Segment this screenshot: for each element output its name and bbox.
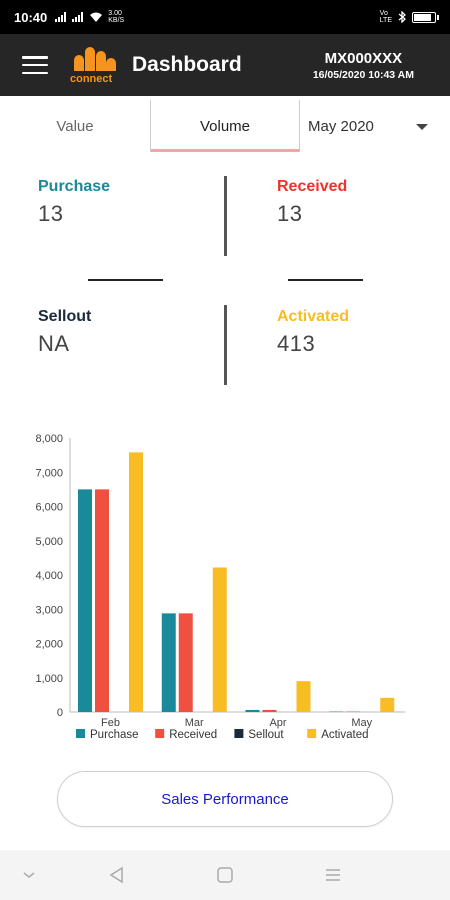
tab-volume-label: Volume — [199, 117, 251, 135]
stat-sellout-label: Sellout — [38, 308, 92, 325]
stat-received: Received 13 — [277, 178, 347, 227]
legend-label-purchase: Purchase — [90, 729, 139, 741]
connect-logo: connect — [70, 41, 120, 89]
y-tick-label: 3,000 — [35, 604, 63, 616]
bar-purchase-feb — [78, 489, 92, 712]
y-tick-label: 6,000 — [35, 502, 63, 514]
dropdown-arrow-icon — [416, 124, 428, 130]
stat-activated: Activated 413 — [277, 308, 349, 357]
app-header: connect Dashboard MX000XXX 16/05/2020 10… — [0, 34, 450, 96]
mode-tabs: Value Volume May 2020 — [0, 100, 450, 152]
x-tick-label: Feb — [101, 717, 120, 729]
stat-received-label: Received — [277, 178, 348, 195]
bar-purchase-mar — [161, 613, 176, 712]
back-triangle-icon[interactable] — [92, 850, 142, 900]
status-time: 10:40 — [14, 9, 48, 25]
legend-swatch-sellout — [234, 729, 244, 738]
bar-received-apr — [262, 709, 277, 712]
bar-received-feb — [95, 489, 109, 712]
stat-activated-label: Activated — [277, 308, 350, 325]
stats-divider-horizontal-right — [288, 279, 363, 281]
bar-activated-may — [380, 697, 395, 712]
y-tick-label: 4,000 — [35, 570, 63, 582]
legend-label-received: Received — [169, 729, 217, 741]
tab-volume[interactable]: Volume — [150, 100, 300, 152]
battery-icon — [412, 11, 439, 23]
y-tick-label: 0 — [57, 707, 63, 719]
legend-swatch-purchase — [76, 729, 85, 738]
volte-indicator: Vo LTE — [379, 10, 392, 24]
active-tab-indicator — [151, 149, 299, 152]
bar-activated-apr — [296, 681, 311, 712]
bluetooth-icon — [398, 11, 406, 23]
stat-sellout: Sellout NA — [38, 308, 91, 357]
stats-divider-vertical-top — [224, 176, 227, 256]
status-left-icons: 3.00 KB/S — [55, 10, 124, 24]
bar-received-mar — [178, 613, 193, 712]
last-updated-datetime: 16/05/2020 10:43 AM — [312, 68, 414, 81]
chart-svg: 0 1,000 2,000 3,000 4,000 5,000 6,000 7,000 8,00… — [35, 433, 405, 741]
volume-bar-chart: 0 1,000 2,000 3,000 4,000 5,000 6,000 7,000 8,00… — [0, 420, 450, 750]
status-right-icons: Vo LTE — [379, 10, 439, 24]
bar-activated-feb — [129, 452, 143, 712]
stats-divider-horizontal-left — [88, 279, 163, 281]
bar-activated-mar — [212, 567, 227, 712]
tab-value[interactable]: Value — [56, 117, 94, 135]
network-speed: 3.00 KB/S — [108, 10, 125, 24]
stat-purchase-value: 13 — [38, 201, 64, 226]
month-dropdown-value: May 2020 — [308, 117, 374, 135]
logo-wordmark: connect — [70, 73, 113, 85]
menu-lines-icon[interactable] — [308, 850, 358, 900]
legend-swatch-activated — [307, 729, 317, 738]
hamburger-menu-icon[interactable] — [22, 56, 48, 74]
stat-activated-value: 413 — [277, 331, 316, 356]
sales-performance-button[interactable]: Sales Performance — [57, 771, 393, 827]
page-title: Dashboard — [132, 53, 242, 76]
legend-swatch-received — [155, 729, 165, 738]
y-tick-label: 8,000 — [35, 433, 63, 445]
home-square-icon[interactable] — [200, 850, 250, 900]
signal-icon — [55, 12, 67, 22]
legend-label-sellout: Sellout — [248, 729, 284, 741]
stat-purchase-label: Purchase — [38, 178, 111, 195]
x-tick-label: Apr — [269, 717, 286, 729]
chevron-down-icon[interactable] — [4, 850, 54, 900]
bar-purchase-apr — [245, 709, 260, 712]
signal-icon-2 — [72, 12, 84, 22]
stats-divider-vertical-bottom — [224, 305, 227, 385]
stat-sellout-value: NA — [38, 331, 70, 356]
x-tick-label: Mar — [185, 717, 204, 729]
y-tick-label: 2,000 — [35, 639, 63, 651]
month-dropdown[interactable]: May 2020 — [300, 100, 450, 152]
y-tick-label: 7,000 — [35, 467, 63, 479]
y-tick-label: 5,000 — [35, 536, 63, 548]
y-tick-label: 1,000 — [35, 673, 63, 685]
system-nav-bar — [0, 850, 450, 900]
account-info: MX000XXX 16/05/2020 10:43 AM — [313, 50, 414, 81]
wifi-icon — [90, 12, 103, 22]
stat-purchase: Purchase 13 — [38, 178, 110, 227]
stat-received-value: 13 — [277, 201, 303, 226]
x-tick-label: May — [351, 717, 372, 729]
account-code: MX000XXX — [324, 49, 403, 67]
status-bar: 10:40 3.00 KB/S Vo LTE — [0, 0, 450, 34]
legend-label-activated: Activated — [321, 729, 368, 741]
